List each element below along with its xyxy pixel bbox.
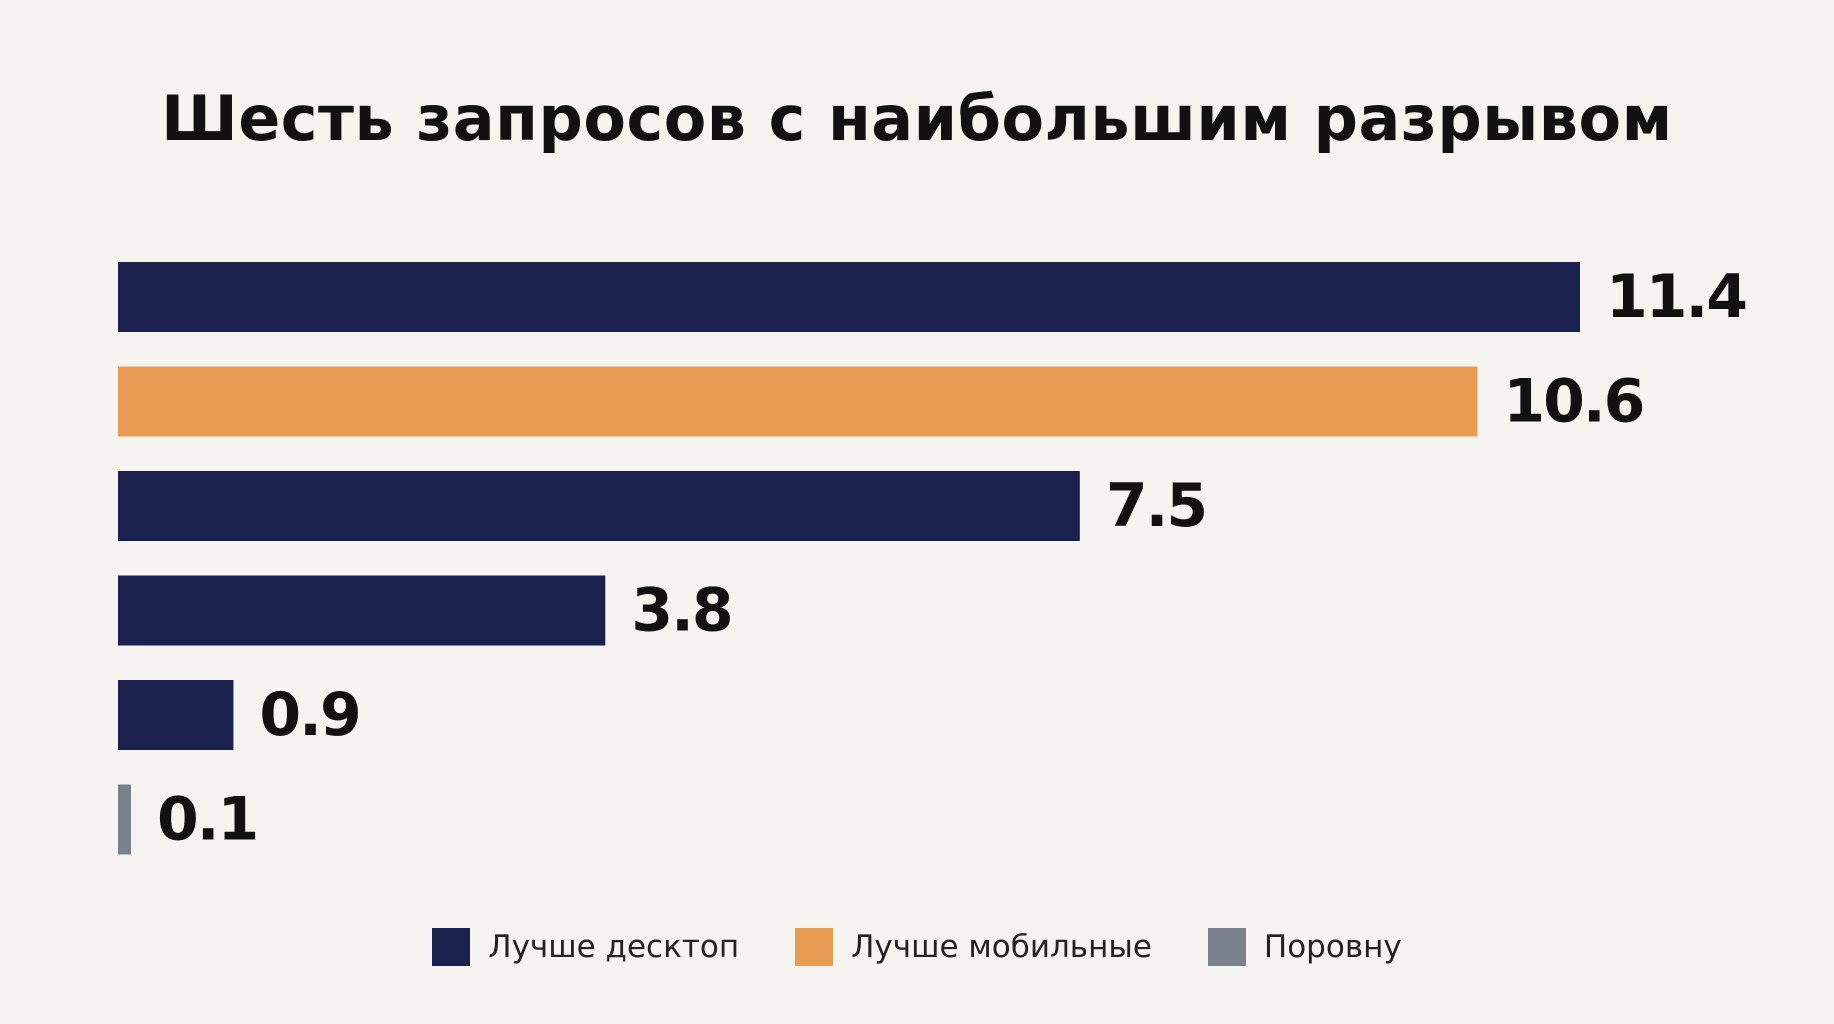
bar-3 [118,471,1080,541]
bar-value-label-6: 0.1 [157,785,257,855]
bar-value-label-5: 0.9 [259,680,359,750]
legend-label-desktop: Лучше десктоп [488,929,740,965]
bar-value-label-4: 3.8 [631,576,731,646]
bar-value-label-3: 7.5 [1106,471,1206,541]
bar-5 [118,680,234,750]
legend-item-desktop: Лучше десктоп [432,928,739,966]
legend-label-mobile: Лучше мобильные [851,929,1152,965]
legend-swatch-desktop [432,928,471,966]
legend-item-mobile: Лучше мобильные [795,928,1152,966]
bar-value-label-2: 10.6 [1503,367,1643,437]
legend-item-equal: Поровну [1207,928,1402,966]
bar-2 [118,366,1478,437]
bar-4 [118,575,606,646]
bar-value-label-1: 11.4 [1606,262,1746,332]
legend-swatch-mobile [795,928,834,966]
bar-chart: 11.4 10.6 7.5 3.8 0.90.1 [118,262,1748,855]
legend-label-equal: Поровну [1263,929,1402,965]
bar-6 [118,784,131,855]
chart-title: Шесть запросов с наибольшим разрывом [161,82,1673,155]
legend-swatch-equal [1207,928,1246,966]
bar-1 [118,262,1580,332]
legend: Лучше десктоп Лучше мобильные Поровну [0,928,1834,966]
